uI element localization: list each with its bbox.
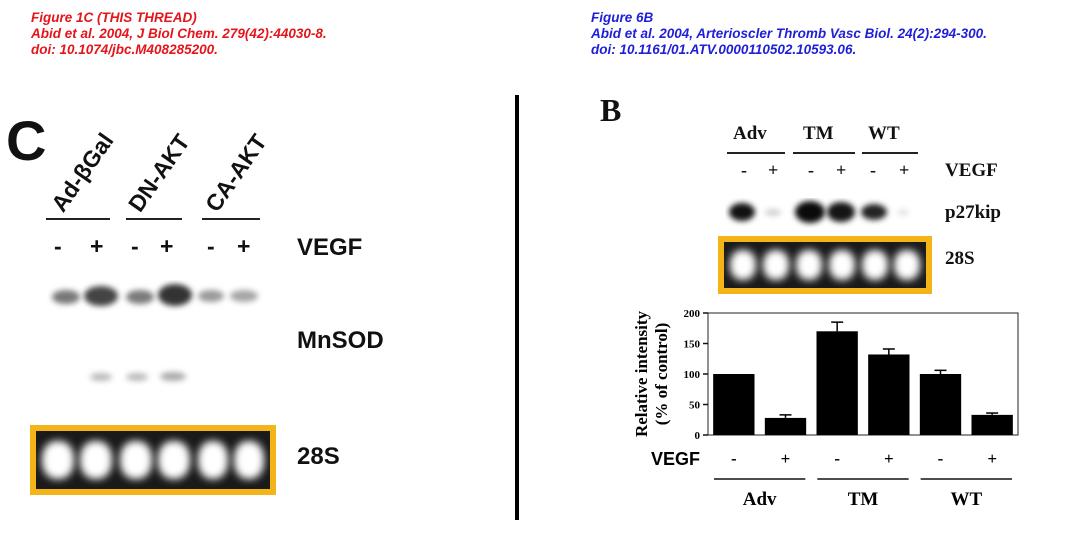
left-vegf-label: VEGF [297, 234, 363, 261]
left-sign-0: - [54, 233, 62, 259]
left-panel-letter: C [6, 109, 47, 172]
relative-intensity-bar-chart: 0 50 100 150 200 Relative intensity (% of cont… [632, 308, 1019, 510]
x-tick-label-4: - [938, 449, 944, 468]
right-28s-highlight-box [718, 236, 932, 294]
left-group-label-0: Ad-βGal [45, 128, 119, 217]
right-sign-4: - [870, 160, 876, 180]
left-group-label-2: CA-AKT [199, 129, 272, 217]
bar-2 [816, 331, 858, 435]
x-tick-label-3: + [884, 449, 894, 468]
right-p27kip-label: p27kip [945, 202, 1001, 223]
right-group-line-1 [793, 152, 855, 154]
left-sign-1: + [90, 233, 104, 259]
left-sign-2: - [131, 233, 139, 259]
x-tick-label-0: - [731, 449, 737, 468]
caption-right-title: Figure 6B [591, 10, 654, 25]
x-group-label-2: WT [950, 489, 982, 510]
p27kip-blot [725, 198, 925, 228]
right-vegf-label: VEGF [945, 160, 998, 181]
right-panel-letter: B [600, 92, 622, 128]
y-tick-label-2: 100 [684, 369, 701, 381]
left-28s-highlight-box [30, 425, 276, 495]
left-sign-4: - [207, 233, 215, 259]
y-tick-label-4: 200 [684, 308, 701, 320]
right-sign-2: - [808, 160, 814, 180]
right-sign-3: + [836, 160, 847, 180]
y-axis-label-line2: (% of control) [652, 323, 671, 426]
x-group-label-1: TM [848, 489, 879, 510]
right-sign-5: + [899, 160, 910, 180]
mnsod-blot [40, 280, 270, 390]
x-axis-treatment-label: VEGF [651, 449, 700, 469]
y-tick-label-1: 50 [689, 400, 701, 412]
left-sign-3: + [160, 233, 174, 259]
x-tick-label-5: + [987, 449, 997, 468]
bar-4 [919, 374, 962, 435]
left-group-line-2 [202, 218, 260, 220]
x-group-label-0: Adv [743, 489, 777, 510]
right-group-line-0 [727, 152, 785, 154]
bar-0 [713, 374, 755, 435]
right-group-line-2 [862, 152, 918, 154]
y-tick-label-3: 150 [684, 339, 701, 351]
caption-left-citation: Abid et al. 2004, J Biol Chem. 279(42):4… [31, 26, 327, 41]
right-sign-1: + [768, 160, 779, 180]
x-tick-label-1: + [781, 449, 791, 468]
caption-right: Figure 6B Abid et al. 2004, Arterioscler… [591, 10, 987, 58]
bar-3 [868, 354, 910, 435]
caption-left-title: Figure 1C (THIS THREAD) [31, 10, 197, 25]
panel-divider [515, 95, 519, 520]
right-sign-0: - [741, 160, 747, 180]
caption-left-doi: doi: 10.1074/jbc.M408285200. [31, 42, 218, 57]
caption-right-doi: doi: 10.1161/01.ATV.0000110502.10593.06. [591, 42, 857, 57]
left-group-label-1: DN-AKT [122, 129, 195, 217]
right-28s-label: 28S [945, 248, 975, 269]
left-mnsod-label: MnSOD [297, 327, 384, 354]
left-group-line-0 [46, 218, 110, 220]
right-group-label-0: Adv [733, 123, 767, 144]
bar-5 [971, 414, 1013, 435]
caption-left: Figure 1C (THIS THREAD) Abid et al. 2004… [31, 10, 327, 58]
right-group-label-1: TM [803, 123, 834, 144]
bar-1 [764, 417, 807, 435]
left-28s-label: 28S [297, 443, 340, 470]
left-sign-5: + [237, 233, 251, 259]
y-tick-label-0: 0 [695, 430, 701, 442]
right-group-label-2: WT [868, 123, 900, 144]
x-tick-label-2: - [834, 449, 840, 468]
y-axis-label-line1: Relative intensity [632, 310, 651, 437]
caption-right-citation: Abid et al. 2004, Arterioscler Thromb Va… [591, 26, 987, 41]
left-group-line-1 [126, 218, 182, 220]
